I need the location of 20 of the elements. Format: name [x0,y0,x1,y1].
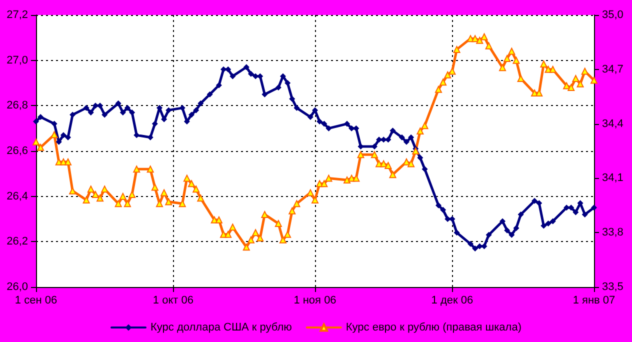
y-tick-label: 26,6 [6,145,28,157]
x-tick-label: 1 окт 06 [152,294,194,306]
legend-label: Курс евро к рублю (правая шкала) [346,322,522,334]
x-tick-label: 1 ноя 06 [294,294,336,306]
y-tick-label: 26,4 [6,190,28,202]
y-tick-label: 26,0 [6,281,28,293]
y-tick-label: 27,0 [6,54,28,66]
x-tick-label: 1 дек 06 [431,294,474,306]
y2-tick-label: 33,8 [602,226,624,239]
legend-label: Курс доллара США к рублю [150,322,292,334]
y2-tick-label: 34,4 [602,118,624,130]
y-tick-label: 27,2 [6,9,28,21]
y2-tick-label: 35,0 [602,9,624,21]
y2-tick-label: 33,5 [602,281,624,293]
x-tick-label: 1 сен 06 [14,294,58,306]
y-tick-label: 26,2 [6,236,28,248]
x-tick-label: 1 янв 07 [572,294,616,306]
y2-tick-label: 34,7 [602,63,624,76]
y2-tick-label: 34,1 [602,172,624,184]
y-tick-label: 26,8 [6,100,28,112]
